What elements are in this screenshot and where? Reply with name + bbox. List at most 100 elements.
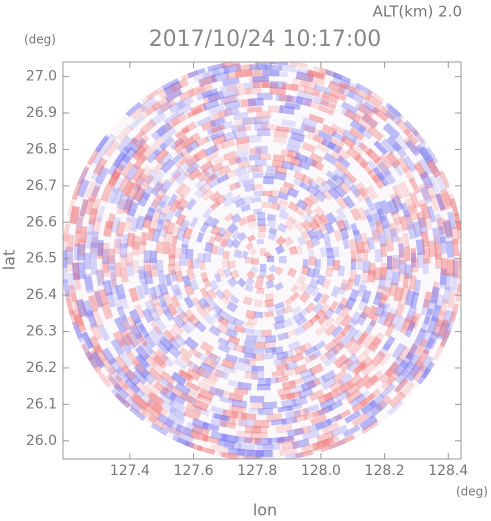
echo-cell: [315, 140, 332, 154]
echo-cell: [365, 319, 377, 334]
echo-cell: [240, 455, 259, 459]
echo-cell: [354, 102, 373, 117]
echo-cell: [227, 222, 239, 234]
echo-cell: [401, 165, 416, 183]
echo-cell: [304, 156, 318, 168]
echo-cell: [249, 147, 263, 155]
echo-cell: [130, 392, 148, 409]
echo-cell: [351, 412, 370, 427]
echo-cell: [217, 246, 225, 256]
echo-cell: [214, 368, 229, 380]
echo-cell: [298, 291, 311, 304]
echo-cell: [375, 285, 385, 300]
echo-cell: [202, 434, 221, 445]
echo-cell: [281, 82, 299, 92]
echo-cell: [121, 333, 136, 351]
echo-cell: [255, 116, 270, 125]
echo-cell: [367, 168, 381, 184]
echo-cell: [273, 320, 285, 331]
echo-cell: [187, 313, 201, 328]
echo-cell: [377, 275, 386, 290]
echo-cell: [431, 281, 440, 299]
echo-cell: [352, 188, 365, 203]
echo-cell: [288, 377, 304, 387]
echo-cell: [93, 289, 104, 307]
echo-cell: [160, 158, 176, 174]
echo-cell: [173, 247, 182, 259]
echo-cell: [211, 71, 230, 83]
y-tick-label: 26.9: [26, 105, 57, 121]
echo-cell: [368, 370, 385, 387]
echo-cell: [146, 148, 161, 164]
echo-cell: [89, 242, 98, 259]
echo-cell: [200, 119, 217, 132]
echo-cell: [329, 378, 346, 393]
echo-cell: [119, 382, 138, 400]
echo-cell: [391, 141, 408, 159]
echo-cell: [170, 165, 186, 181]
echo-cell: [115, 145, 131, 163]
echo-cell: [266, 220, 277, 228]
echo-cell: [112, 188, 125, 206]
echo-cell: [176, 96, 194, 110]
echo-cell: [422, 258, 429, 275]
echo-cell: [363, 208, 374, 223]
echo-cell: [140, 87, 159, 104]
echo-cell: [220, 62, 240, 69]
echo-cell: [266, 304, 277, 313]
echo-cell: [335, 195, 350, 210]
echo-cell: [217, 451, 237, 459]
echo-cell: [340, 313, 353, 328]
y-tick-label: 26.6: [26, 214, 57, 230]
echo-cell: [146, 390, 163, 405]
echo-cell: [294, 220, 306, 233]
echo-cell: [405, 139, 421, 157]
echo-cell: [373, 201, 386, 216]
echo-cell: [321, 91, 340, 105]
echo-cell: [270, 201, 281, 211]
echo-cell: [440, 258, 448, 275]
echo-cell: [71, 308, 85, 328]
echo-cell: [175, 228, 187, 242]
echo-cell: [90, 351, 106, 370]
echo-cell: [156, 413, 175, 428]
chart-title: 2017/10/24 10:17:00: [149, 27, 382, 52]
echo-cell: [275, 307, 286, 317]
echo-cell: [433, 234, 443, 252]
echo-cell: [244, 352, 257, 360]
echo-cell: [337, 297, 350, 311]
echo-cell: [183, 165, 197, 178]
echo-cell: [352, 229, 363, 243]
echo-cell: [214, 387, 230, 398]
echo-cell: [233, 111, 249, 121]
echo-cell: [197, 253, 206, 263]
echo-cell: [126, 262, 134, 277]
echo-cell: [94, 166, 110, 185]
echo-cell: [321, 231, 332, 244]
echo-cell: [399, 285, 411, 302]
echo-cell: [210, 430, 229, 442]
echo-cell: [458, 251, 461, 270]
echo-cell: [350, 250, 357, 262]
echo-cell: [264, 311, 274, 318]
echo-cell: [369, 399, 389, 417]
echo-cell: [209, 116, 225, 128]
echo-cell: [343, 108, 362, 124]
echo-cell: [291, 438, 310, 450]
echo-cell: [410, 126, 428, 145]
echo-cell: [405, 342, 419, 360]
echo-cell: [134, 142, 150, 159]
echo-cell: [331, 130, 347, 143]
echo-cell: [164, 273, 173, 287]
echo-cell: [132, 327, 146, 343]
echo-cell: [194, 351, 209, 363]
echo-cell: [287, 340, 302, 352]
echo-cell: [446, 259, 455, 277]
echo-cell: [419, 315, 431, 334]
echo-cell: [413, 160, 428, 179]
echo-cell: [88, 294, 99, 313]
echo-cell: [306, 69, 325, 80]
echo-cell: [378, 294, 388, 309]
echo-cell: [175, 430, 195, 443]
echo-cell: [227, 379, 242, 388]
